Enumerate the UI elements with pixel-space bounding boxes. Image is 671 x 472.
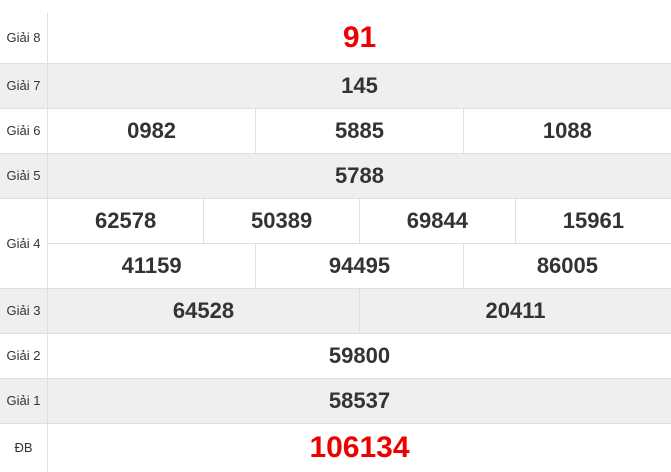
row-giai-5: Giải 5 5788 <box>0 152 671 198</box>
row-giai-6: Giải 6 0982 5885 1088 <box>0 107 671 153</box>
prize-label: Giải 5 <box>0 152 48 198</box>
row-giai-1: Giải 1 58537 <box>0 377 671 423</box>
prize-number: 41159 <box>121 252 182 278</box>
prize-number: 0982 <box>127 117 177 143</box>
prize-label: Giải 7 <box>0 62 48 108</box>
row-giai-4: Giải 4 62578 50389 69844 15961 41159 944… <box>0 197 671 288</box>
jackpot-number: 106134 <box>47 422 671 472</box>
row-giai-7: Giải 7 145 <box>0 62 671 108</box>
prize-number: 86005 <box>462 243 671 288</box>
prize-number: 62578 <box>95 207 157 233</box>
row-giai-3: Giải 3 64528 20411 <box>0 287 671 333</box>
prize-number: 15961 <box>514 198 671 243</box>
prize-number: 58537 <box>47 377 671 423</box>
lottery-results-table: Giải 8 91 Giải 7 145 Giải 6 0982 5885 10… <box>0 13 671 472</box>
prize-number: 69844 <box>359 198 516 243</box>
prize-number: 64528 <box>48 288 360 333</box>
prize-number: 91 <box>47 13 671 63</box>
prize-number: 145 <box>47 62 671 108</box>
prize-label: Giải 4 <box>0 197 48 288</box>
prize-number: 1088 <box>462 108 671 153</box>
prize-label: Giải 3 <box>0 287 48 333</box>
prize-label: Giải 8 <box>6 30 41 46</box>
prize-number: 59800 <box>47 332 671 378</box>
prize-number: 5885 <box>255 108 464 153</box>
prize-number: 94495 <box>255 243 464 288</box>
prize-label: Giải 6 <box>0 107 48 153</box>
row-giai-2: Giải 2 59800 <box>0 332 671 378</box>
prize-number: 50389 <box>203 198 360 243</box>
row-giai-8: Giải 8 91 <box>0 13 671 63</box>
prize-label: ĐB <box>0 422 48 472</box>
prize-number: 20411 <box>359 288 671 333</box>
prize-label: Giải 2 <box>0 332 48 378</box>
row-dac-biet: ĐB 106134 <box>0 422 671 472</box>
prize-number: 5788 <box>47 152 671 198</box>
prize-label: Giải 1 <box>0 377 48 423</box>
